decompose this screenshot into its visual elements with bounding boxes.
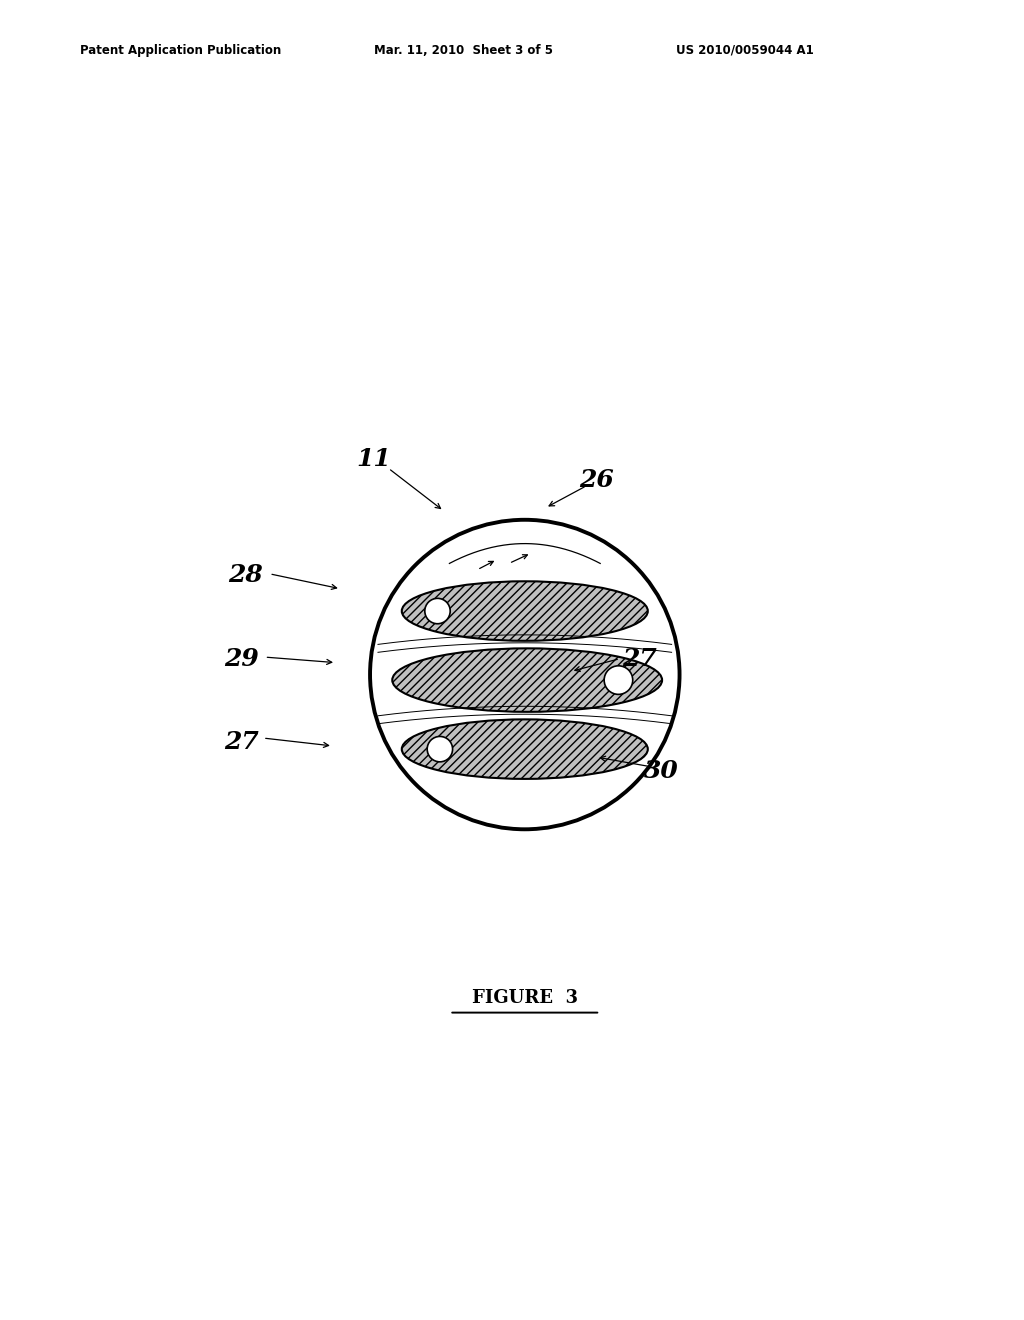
Ellipse shape <box>401 719 648 779</box>
Ellipse shape <box>401 581 648 640</box>
Text: 28: 28 <box>228 564 263 587</box>
Text: 30: 30 <box>644 759 679 783</box>
Text: 27: 27 <box>623 647 657 671</box>
Text: 27: 27 <box>224 730 259 754</box>
Circle shape <box>425 598 451 624</box>
Text: US 2010/0059044 A1: US 2010/0059044 A1 <box>676 44 814 57</box>
Text: 11: 11 <box>356 446 391 471</box>
Text: 29: 29 <box>224 647 259 671</box>
Circle shape <box>604 665 633 694</box>
Text: Patent Application Publication: Patent Application Publication <box>80 44 282 57</box>
Circle shape <box>370 520 680 829</box>
Text: Mar. 11, 2010  Sheet 3 of 5: Mar. 11, 2010 Sheet 3 of 5 <box>374 44 553 57</box>
Text: 26: 26 <box>579 469 613 492</box>
Ellipse shape <box>392 648 663 711</box>
Text: FIGURE  3: FIGURE 3 <box>472 989 578 1007</box>
Circle shape <box>427 737 453 762</box>
